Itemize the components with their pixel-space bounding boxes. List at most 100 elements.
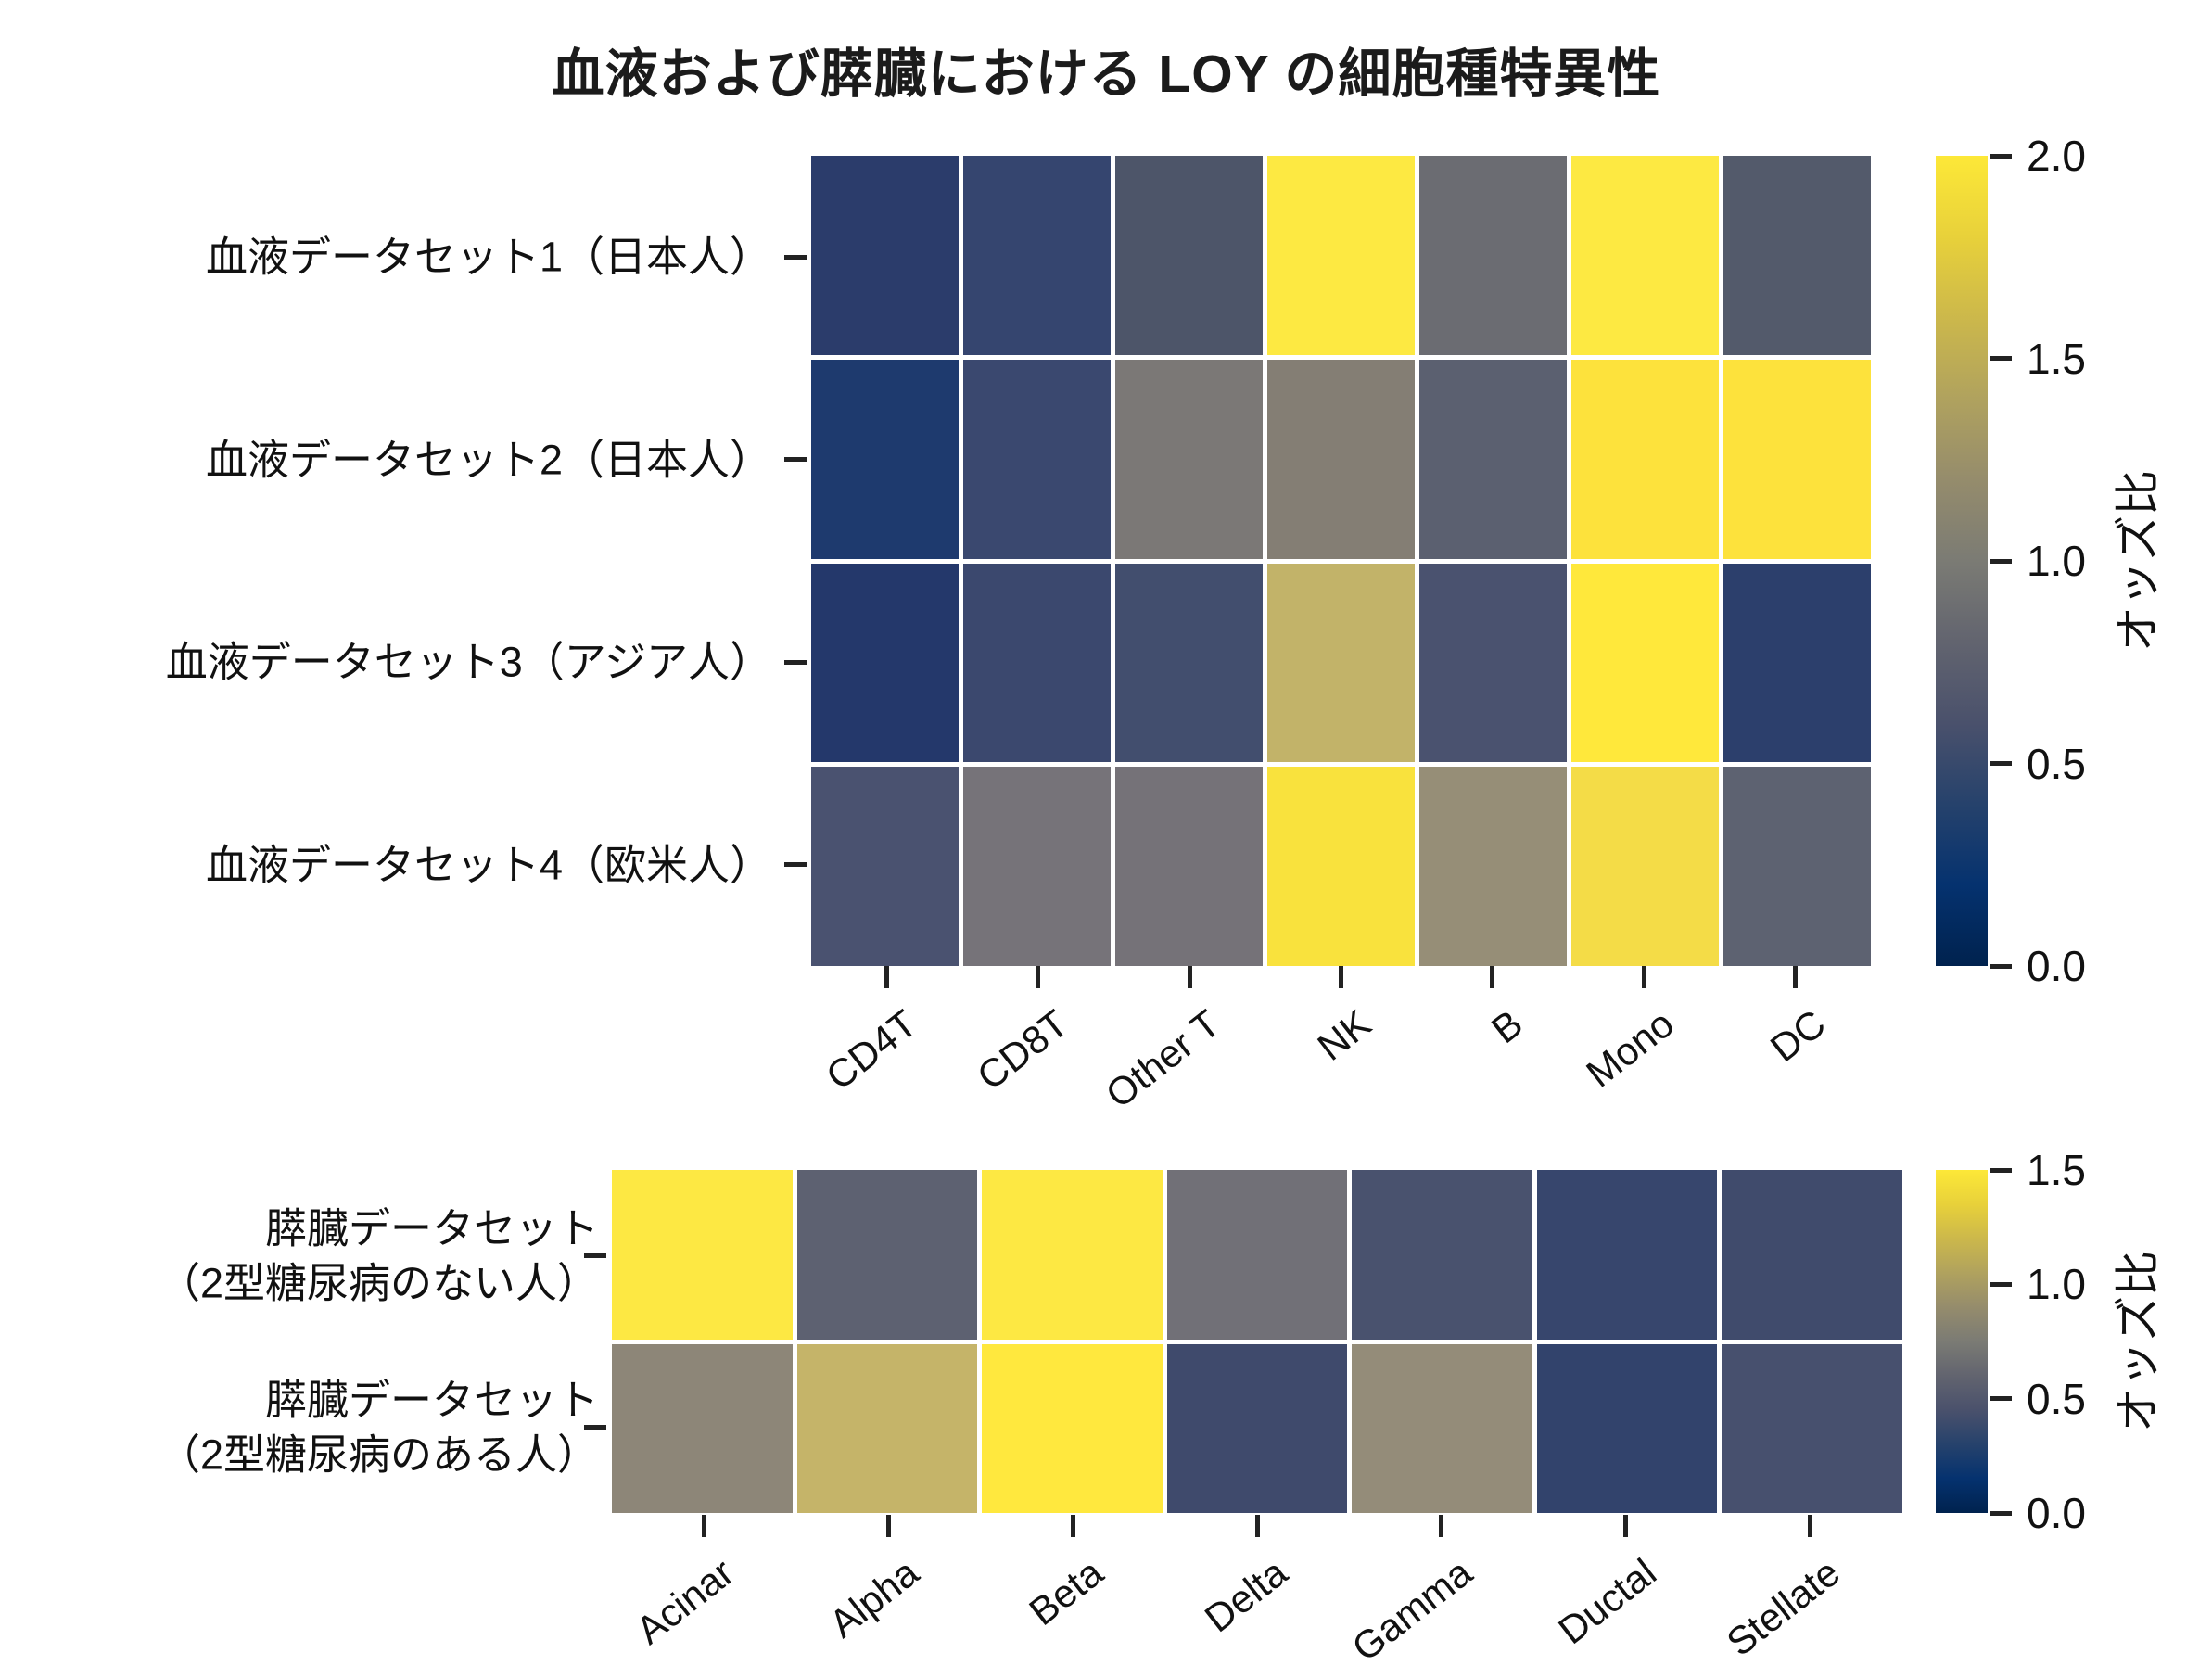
cell-blood-1-nk <box>1267 359 1415 559</box>
cell-blood-1-cd8t <box>963 359 1111 559</box>
cell-blood-3-cd4t <box>811 767 959 966</box>
row-tick-blood-1 <box>784 457 807 463</box>
cell-blood-2-b <box>1419 563 1567 763</box>
cell-blood-2-mono <box>1571 563 1719 763</box>
col-label-blood-mono: Mono <box>1578 1001 1683 1096</box>
cell-blood-0-cd4t <box>811 156 959 355</box>
cbar-tick-label-pancreas-0.0: 0.0 <box>2027 1489 2086 1537</box>
row-label-blood-2: 血液データセット3（アジア人） <box>166 635 771 690</box>
row-label-line: 膵臓データセット <box>264 1376 599 1424</box>
cell-blood-2-cd8t <box>963 563 1111 763</box>
row-label-line: 血液データセット3（アジア人） <box>165 638 771 686</box>
col-label-blood-b: B <box>1482 1001 1531 1052</box>
cbar-tick-label-blood-0.0: 0.0 <box>2027 942 2086 990</box>
cbar-tick-label-blood-1.5: 1.5 <box>2027 334 2086 383</box>
cell-blood-0-nk <box>1267 156 1415 355</box>
cell-blood-3-nk <box>1267 767 1415 966</box>
cbar-tick-label-blood-0.5: 0.5 <box>2027 739 2086 788</box>
cell-pancreas-1-delta <box>1166 1343 1348 1513</box>
heatmap-grid-pancreas <box>612 1170 1902 1513</box>
cbar-tick-pancreas-1.5 <box>1990 1167 2012 1173</box>
col-tick-pancreas-6 <box>1808 1515 1813 1537</box>
cbar-tick-pancreas-0.5 <box>1990 1396 2012 1402</box>
col-tick-blood-2 <box>1187 966 1192 988</box>
col-tick-pancreas-0 <box>701 1515 706 1537</box>
cbar-tick-label-blood-2.0: 2.0 <box>2027 132 2086 180</box>
cell-blood-2-dc <box>1723 563 1871 763</box>
cell-pancreas-1-stellate <box>1722 1343 1902 1513</box>
col-label-pancreas-stellate: Stellate <box>1719 1550 1849 1665</box>
row-label-pancreas-1: 膵臓データセット （2型糖尿病のある人） <box>159 1372 599 1482</box>
cell-pancreas-0-stellate <box>1722 1170 1902 1340</box>
col-tick-blood-6 <box>1792 966 1798 988</box>
row-tick-blood-3 <box>784 862 807 868</box>
cell-pancreas-0-acinar <box>612 1170 793 1340</box>
col-tick-blood-5 <box>1641 966 1646 988</box>
heatmap-grid-blood <box>811 156 1871 966</box>
figure-title: 血液および膵臓における LOY の細胞種特異性 <box>551 44 1661 104</box>
row-tick-pancreas-1 <box>584 1425 606 1430</box>
cell-blood-2-nk <box>1267 563 1415 763</box>
col-label-pancreas-gamma: Gamma <box>1343 1550 1480 1670</box>
row-label-line: 血液データセット4（欧米人） <box>205 841 771 889</box>
cell-blood-1-cd4t <box>811 359 959 559</box>
cbar-tick-label-pancreas-0.5: 0.5 <box>2027 1374 2086 1423</box>
row-tick-pancreas-0 <box>584 1253 606 1258</box>
col-tick-pancreas-5 <box>1623 1515 1629 1537</box>
col-tick-pancreas-1 <box>885 1515 891 1537</box>
colorbar-pancreas <box>1936 1170 1988 1513</box>
col-label-pancreas-delta: Delta <box>1196 1550 1295 1641</box>
colorbar-blood <box>1936 156 1988 966</box>
col-tick-blood-4 <box>1490 966 1495 988</box>
col-tick-pancreas-3 <box>1254 1515 1260 1537</box>
cbar-tick-blood-1.5 <box>1990 356 2012 361</box>
cell-pancreas-0-beta <box>982 1170 1163 1340</box>
cell-blood-3-dc <box>1723 767 1871 966</box>
cell-blood-0-cd8t <box>963 156 1111 355</box>
col-label-blood-cd4t: CD4T <box>818 1001 925 1099</box>
row-label-blood-0: 血液データセット1（日本人） <box>206 230 771 285</box>
row-label-pancreas-0: 膵臓データセット （2型糖尿病のない人） <box>159 1201 599 1311</box>
cell-blood-1-other-t <box>1115 359 1263 559</box>
cell-pancreas-1-alpha <box>796 1343 978 1513</box>
cell-blood-1-mono <box>1571 359 1719 559</box>
cell-pancreas-1-acinar <box>612 1343 793 1513</box>
col-label-pancreas-acinar: Acinar <box>628 1550 743 1653</box>
row-label-line: （2型糖尿病のある人） <box>158 1430 599 1479</box>
cell-blood-0-dc <box>1723 156 1871 355</box>
row-label-line: 血液データセット2（日本人） <box>205 436 771 484</box>
cell-blood-0-other-t <box>1115 156 1263 355</box>
cbar-axis-label-pancreas: オッズ比 <box>2113 1250 2164 1433</box>
col-label-blood-nk: NK <box>1309 1001 1379 1069</box>
col-tick-pancreas-4 <box>1439 1515 1444 1537</box>
cell-pancreas-1-gamma <box>1352 1343 1532 1513</box>
cell-pancreas-0-gamma <box>1352 1170 1532 1340</box>
col-tick-pancreas-2 <box>1070 1515 1075 1537</box>
col-label-pancreas-alpha: Alpha <box>820 1550 927 1646</box>
cell-pancreas-0-alpha <box>796 1170 978 1340</box>
cbar-axis-label-blood: オッズ比 <box>2113 469 2164 653</box>
cell-blood-3-other-t <box>1115 767 1263 966</box>
cell-blood-1-b <box>1419 359 1567 559</box>
cell-blood-0-mono <box>1571 156 1719 355</box>
cell-blood-3-cd8t <box>963 767 1111 966</box>
row-label-line: （2型糖尿病のない人） <box>158 1259 599 1307</box>
cbar-tick-blood-2.0 <box>1990 153 2012 159</box>
col-label-pancreas-ductal: Ductal <box>1549 1550 1664 1653</box>
cell-pancreas-0-ductal <box>1536 1170 1718 1340</box>
cell-blood-1-dc <box>1723 359 1871 559</box>
cbar-tick-blood-0.5 <box>1990 761 2012 766</box>
row-label-blood-3: 血液データセット4（欧米人） <box>206 837 771 892</box>
col-label-blood-other-t: Other T <box>1097 1001 1228 1117</box>
cbar-tick-label-pancreas-1.5: 1.5 <box>2027 1146 2086 1194</box>
cell-pancreas-0-delta <box>1166 1170 1348 1340</box>
cbar-tick-pancreas-0.0 <box>1990 1510 2012 1516</box>
row-label-line: 膵臓データセット <box>264 1204 599 1252</box>
cell-blood-3-mono <box>1571 767 1719 966</box>
col-tick-blood-0 <box>884 966 890 988</box>
cbar-tick-blood-0.0 <box>1990 963 2012 969</box>
row-label-line: 血液データセット1（日本人） <box>205 233 771 281</box>
col-label-blood-cd8t: CD8T <box>969 1001 1076 1099</box>
cell-blood-0-b <box>1419 156 1567 355</box>
cbar-tick-label-blood-1.0: 1.0 <box>2027 537 2086 585</box>
